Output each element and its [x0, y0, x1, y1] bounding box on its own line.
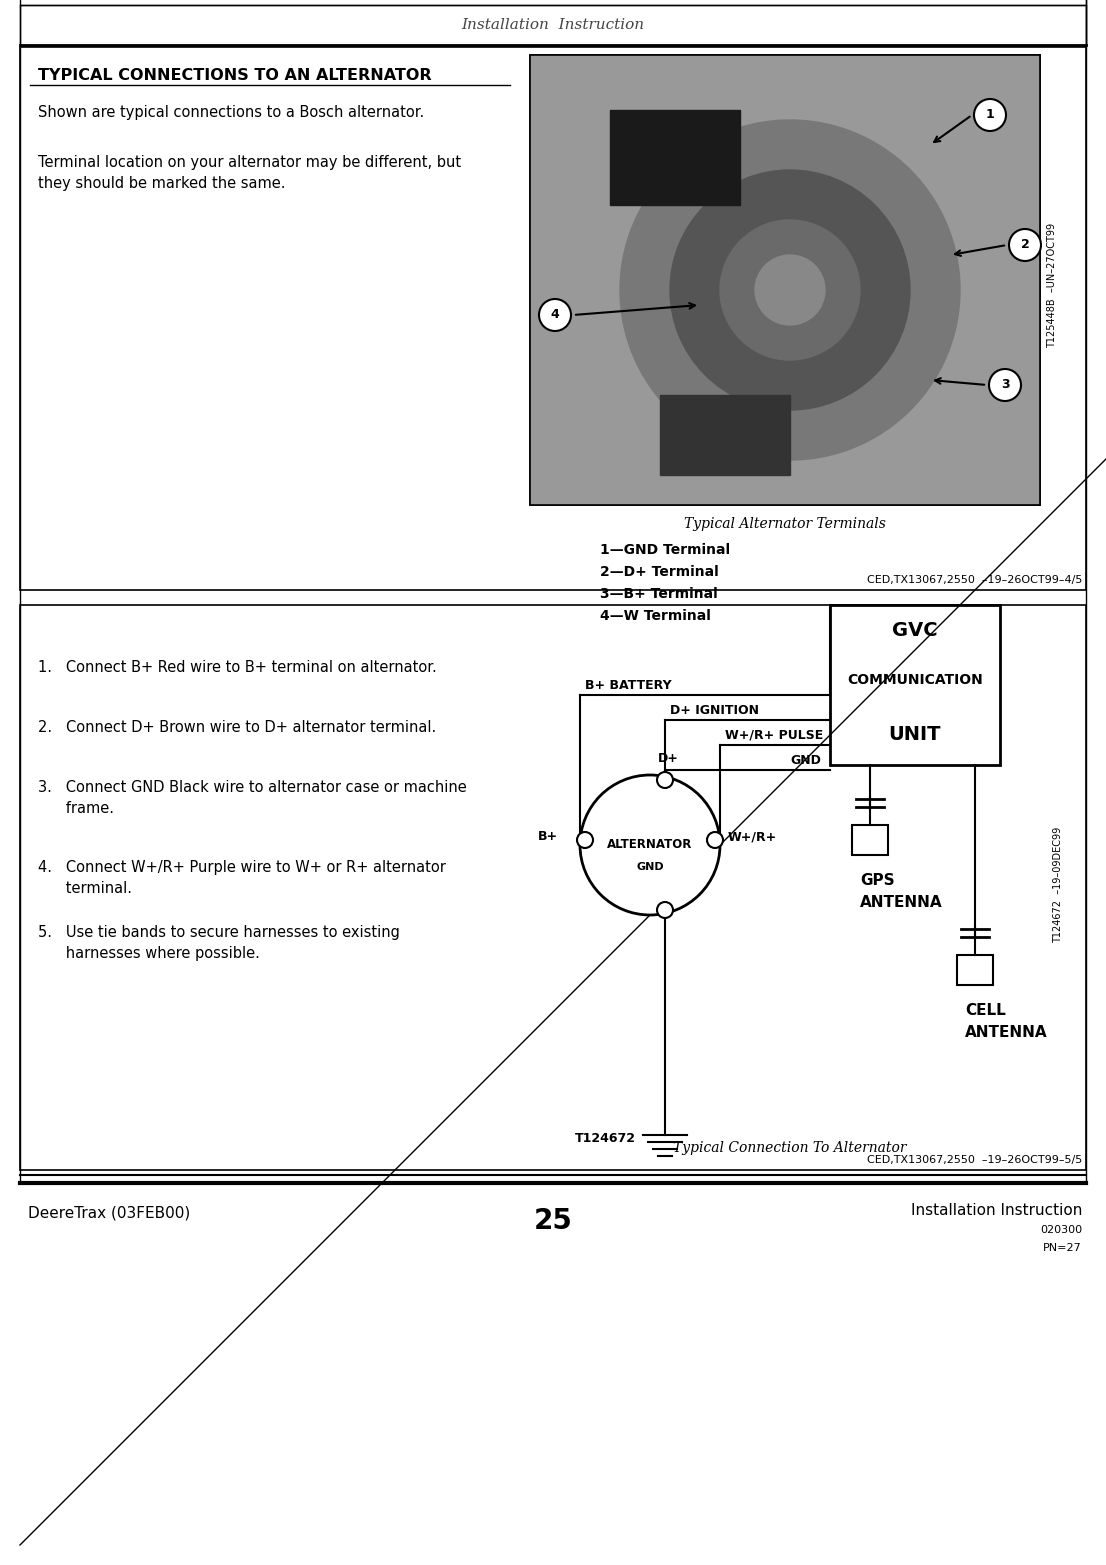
Text: T124672: T124672: [575, 1131, 636, 1146]
Text: 2.   Connect D+ Brown wire to D+ alternator terminal.: 2. Connect D+ Brown wire to D+ alternato…: [38, 720, 436, 736]
Text: W+/R+ PULSE: W+/R+ PULSE: [726, 729, 823, 742]
Text: 3—B+ Terminal: 3—B+ Terminal: [599, 587, 718, 601]
Circle shape: [720, 221, 860, 360]
Text: PN=27: PN=27: [1043, 1243, 1082, 1254]
Bar: [530, 55, 1040, 505]
Text: B+ BATTERY: B+ BATTERY: [585, 679, 671, 692]
Text: ANTENNA: ANTENNA: [966, 1025, 1047, 1041]
Text: CED,TX13067,2550  –19–26OCT99–4/5: CED,TX13067,2550 –19–26OCT99–4/5: [867, 574, 1082, 585]
Text: Terminal location on your alternator may be different, but
they should be marked: Terminal location on your alternator may…: [38, 155, 461, 191]
Bar: [20, 5, 1086, 45]
Text: Typical Connection To Alternator: Typical Connection To Alternator: [674, 1141, 907, 1155]
Text: DeereTrax (03FEB00): DeereTrax (03FEB00): [28, 1205, 190, 1221]
Bar: [852, 825, 888, 854]
Bar: [957, 955, 993, 984]
Text: 1: 1: [985, 108, 994, 122]
Text: 2: 2: [1021, 238, 1030, 252]
Circle shape: [974, 99, 1006, 131]
Text: D+: D+: [658, 753, 679, 765]
Circle shape: [670, 171, 910, 410]
Bar: [611, 110, 740, 205]
Circle shape: [539, 299, 571, 332]
Text: TYPICAL CONNECTIONS TO AN ALTERNATOR: TYPICAL CONNECTIONS TO AN ALTERNATOR: [38, 67, 431, 83]
Text: GVC: GVC: [893, 620, 938, 640]
Text: 3: 3: [1001, 379, 1010, 391]
Text: 1.   Connect B+ Red wire to B+ terminal on alternator.: 1. Connect B+ Red wire to B+ terminal on…: [38, 660, 437, 675]
Text: B+: B+: [538, 831, 559, 844]
Circle shape: [657, 901, 672, 919]
Text: D+ IGNITION: D+ IGNITION: [670, 704, 759, 717]
Bar: [660, 394, 790, 476]
Text: GND: GND: [790, 754, 821, 767]
Bar: [830, 606, 1000, 765]
Text: GPS: GPS: [860, 873, 895, 887]
Text: 4.   Connect W+/R+ Purple wire to W+ or R+ alternator
      terminal.: 4. Connect W+/R+ Purple wire to W+ or R+…: [38, 861, 446, 897]
Circle shape: [657, 772, 672, 789]
Text: 3.   Connect GND Black wire to alternator case or machine
      frame.: 3. Connect GND Black wire to alternator …: [38, 779, 467, 815]
Circle shape: [989, 369, 1021, 401]
Circle shape: [1009, 228, 1041, 261]
Text: CELL: CELL: [966, 1003, 1005, 1017]
Text: Shown are typical connections to a Bosch alternator.: Shown are typical connections to a Bosch…: [38, 105, 425, 121]
Text: 020300: 020300: [1040, 1225, 1082, 1235]
Text: ANTENNA: ANTENNA: [860, 895, 942, 909]
Bar: [20, 47, 1086, 590]
Circle shape: [620, 121, 960, 460]
Text: T125448B  –UN–27OCT99: T125448B –UN–27OCT99: [1047, 222, 1057, 347]
Text: Typical Alternator Terminals: Typical Alternator Terminals: [685, 516, 886, 531]
Text: 4—W Terminal: 4—W Terminal: [599, 609, 711, 623]
Text: CED,TX13067,2550  –19–26OCT99–5/5: CED,TX13067,2550 –19–26OCT99–5/5: [867, 1155, 1082, 1164]
Text: COMMUNICATION: COMMUNICATION: [847, 673, 983, 687]
Circle shape: [580, 775, 720, 916]
Text: 2—D+ Terminal: 2—D+ Terminal: [599, 565, 719, 579]
Text: Installation Instruction: Installation Instruction: [910, 1203, 1082, 1218]
Circle shape: [577, 833, 593, 848]
Circle shape: [755, 255, 825, 326]
Text: 5.   Use tie bands to secure harnesses to existing
      harnesses where possibl: 5. Use tie bands to secure harnesses to …: [38, 925, 400, 961]
Text: ALTERNATOR: ALTERNATOR: [607, 839, 692, 851]
Text: GND: GND: [636, 862, 664, 872]
Text: 25: 25: [533, 1207, 573, 1235]
Text: W+/R+: W+/R+: [728, 831, 778, 844]
Bar: [20, 606, 1086, 1171]
Bar: [530, 55, 1040, 505]
Text: T124672  –19–09DEC99: T124672 –19–09DEC99: [1053, 826, 1063, 944]
Circle shape: [707, 833, 723, 848]
Text: UNIT: UNIT: [889, 726, 941, 745]
Text: Installation  Instruction: Installation Instruction: [461, 19, 645, 31]
Text: 1—GND Terminal: 1—GND Terminal: [599, 543, 730, 557]
Text: 4: 4: [551, 308, 560, 321]
